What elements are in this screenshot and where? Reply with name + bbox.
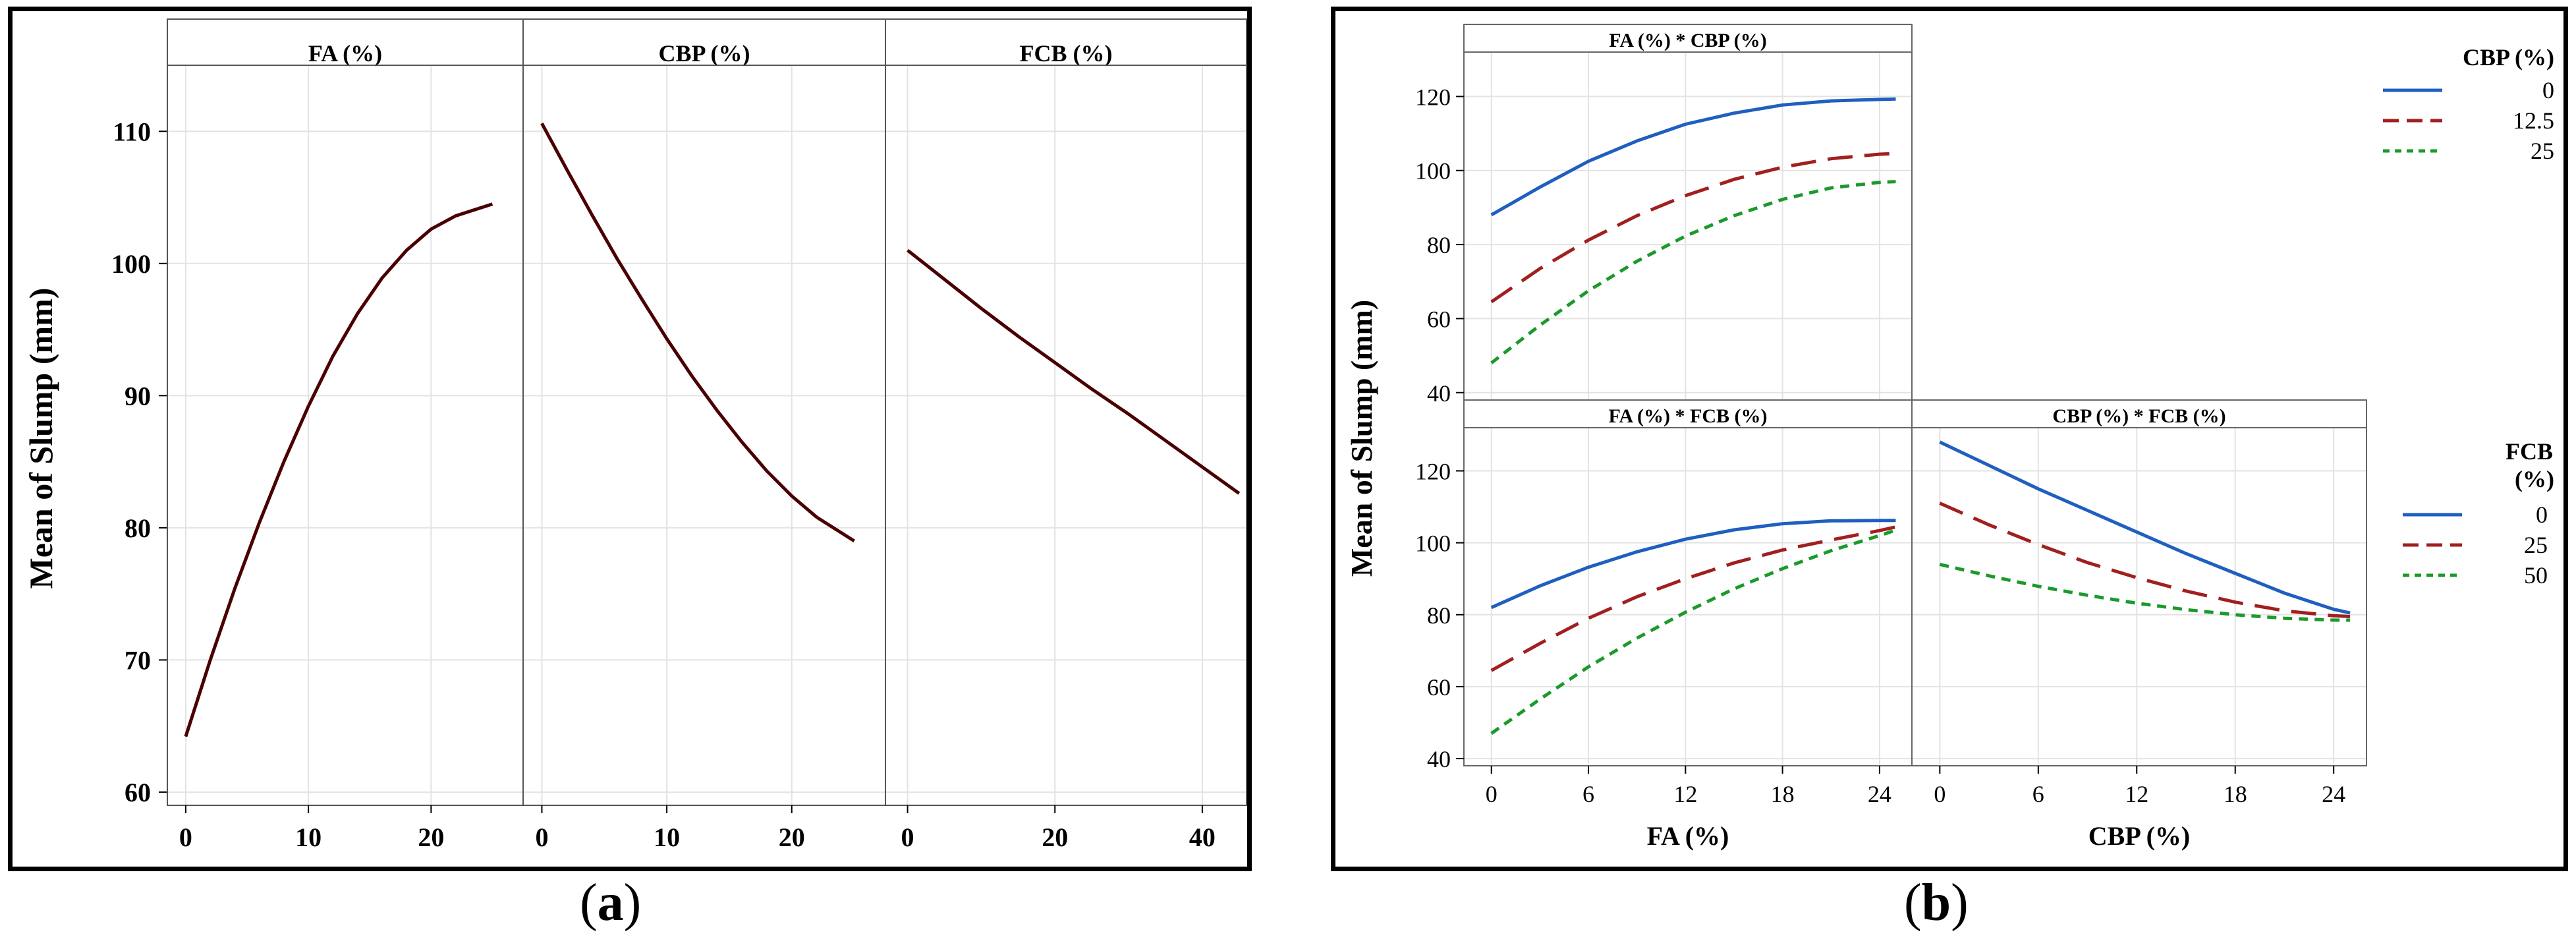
y-tick-label: 100 (1415, 531, 1451, 557)
facet-title: FA (%) * CBP (%) (1609, 30, 1766, 51)
legend-entry: 50 (2524, 562, 2548, 588)
legend-cbp: CBP (%) 0 12.5 25 (2383, 44, 2554, 164)
facet-frame (885, 65, 1247, 806)
series-line (184, 202, 493, 737)
series-line-50 (1490, 529, 1897, 735)
facet-frame (522, 65, 886, 806)
y-tick-label: 60 (125, 778, 151, 807)
x-axis-label: CBP (%) (2088, 821, 2190, 851)
y-axis-label: Mean of Slump (mm) (1345, 300, 1378, 577)
figure-panel-a: Mean of Slump (mm) 60 70 80 90 100 110 FA (%) 0 1… (8, 7, 1252, 871)
x-tick-label: 18 (2224, 781, 2247, 807)
caption-b: (b) (1904, 874, 1969, 932)
x-tick-label: 20 (418, 822, 444, 852)
x-tick-label: 24 (1868, 781, 1891, 807)
x-tick-label: 24 (2322, 781, 2345, 807)
y-tick-label: 80 (1427, 602, 1451, 629)
x-tick-label: 18 (1771, 781, 1795, 807)
y-axis-label: Mean of Slump (mm) (22, 288, 59, 589)
y-tick-label: 40 (1427, 746, 1451, 772)
y-tick-label: 120 (1415, 84, 1451, 110)
facet-title: FCB (%) (1020, 40, 1113, 67)
x-tick-label: 0 (1934, 781, 1946, 807)
x-tick-label: 12 (2125, 781, 2148, 807)
y-tick-label: 90 (125, 381, 151, 411)
y-tick-label: 70 (125, 645, 151, 675)
facet-title: CBP (%) * FCB (%) (2052, 405, 2226, 427)
x-tick-label: 6 (2032, 781, 2044, 807)
facet-frame (1911, 427, 2367, 766)
legend-entry: 0 (2536, 502, 2548, 528)
y-tick-label: 100 (111, 249, 151, 279)
facet-title: FA (%) (308, 40, 382, 67)
x-tick-label: 10 (295, 822, 322, 852)
x-tick-label: 0 (535, 822, 548, 852)
y-tick-label: 40 (1427, 380, 1451, 407)
y-tick-label: 110 (113, 117, 151, 146)
series-line-25 (1490, 180, 1896, 364)
series-line-25 (1490, 525, 1897, 672)
facet-header (1911, 399, 2367, 428)
series-line-0 (1939, 440, 2351, 615)
facet-panel-3: CBP (%) * FCB (%) 0 6 12 18 24 CBP (%) (1911, 399, 2367, 851)
x-tick-label: 0 (901, 822, 914, 852)
legend-entry: 25 (2524, 532, 2548, 558)
facet-panel-3: FCB (%) 0 20 40 (885, 18, 1247, 852)
legend-title: CBP (%) (2463, 44, 2554, 71)
facet-panel-2: CBP (%) 0 10 20 (522, 18, 886, 852)
facet-frame (167, 65, 524, 806)
legend-entry: 25 (2531, 138, 2554, 164)
x-tick-label: 12 (1673, 781, 1697, 807)
x-axis-label: FA (%) (1647, 821, 1729, 851)
y-tick-label: 80 (125, 513, 151, 543)
figure-panel-b: Mean of Slump (mm) FA (%) * CBP (%) 40 60 80… (1331, 7, 2568, 871)
y-tick-label: 60 (1427, 674, 1451, 701)
x-tick-label: 40 (1189, 822, 1216, 852)
x-tick-label: 20 (779, 822, 805, 852)
series-line-25 (1939, 502, 2351, 618)
legend-entry: 12.5 (2513, 107, 2554, 134)
series-line-0 (1490, 519, 1896, 610)
x-tick-label: 10 (654, 822, 680, 852)
legend-title: FCB (2506, 438, 2553, 465)
y-tick-label: 120 (1415, 458, 1451, 484)
legend-fcb: FCB(%) 0 25 50 (2403, 438, 2554, 588)
x-tick-label: 20 (1042, 822, 1068, 852)
series-line-12.5 (1490, 152, 1896, 304)
legend-entry: 0 (2542, 77, 2554, 103)
facet-frame (1463, 427, 1913, 766)
facet-header (1463, 24, 1913, 53)
x-tick-label: 0 (1486, 781, 1498, 807)
facet-panel-2: FA (%) * FCB (%) 40 60 80 100 120 0 6 12 18 24 FA (… (1415, 399, 1913, 851)
facet-header (167, 18, 524, 66)
facet-title: FA (%) * FCB (%) (1608, 405, 1767, 427)
y-tick-label: 80 (1427, 232, 1451, 258)
x-tick-label: 6 (1582, 781, 1594, 807)
facet-title: CBP (%) (659, 40, 750, 67)
facet-frame (1463, 51, 1913, 401)
legend-title: (%) (2515, 466, 2554, 492)
series-line (907, 248, 1241, 495)
facet-panel-1: FA (%) * CBP (%) 40 60 80 100 120 (1415, 24, 1913, 407)
facet-panel-1: FA (%) 0 10 20 (167, 18, 524, 852)
caption-a: (a) (580, 874, 642, 932)
series-line-0 (1490, 97, 1896, 217)
chart-b: Mean of Slump (mm)FA (%) * CBP (%)406080… (1345, 24, 2554, 851)
series-line-50 (1939, 562, 2351, 622)
y-tick-label: 100 (1415, 158, 1451, 185)
facet-header (885, 18, 1247, 66)
y-tick-label: 60 (1427, 306, 1451, 332)
x-tick-label: 0 (179, 822, 192, 852)
series-line (540, 123, 855, 543)
